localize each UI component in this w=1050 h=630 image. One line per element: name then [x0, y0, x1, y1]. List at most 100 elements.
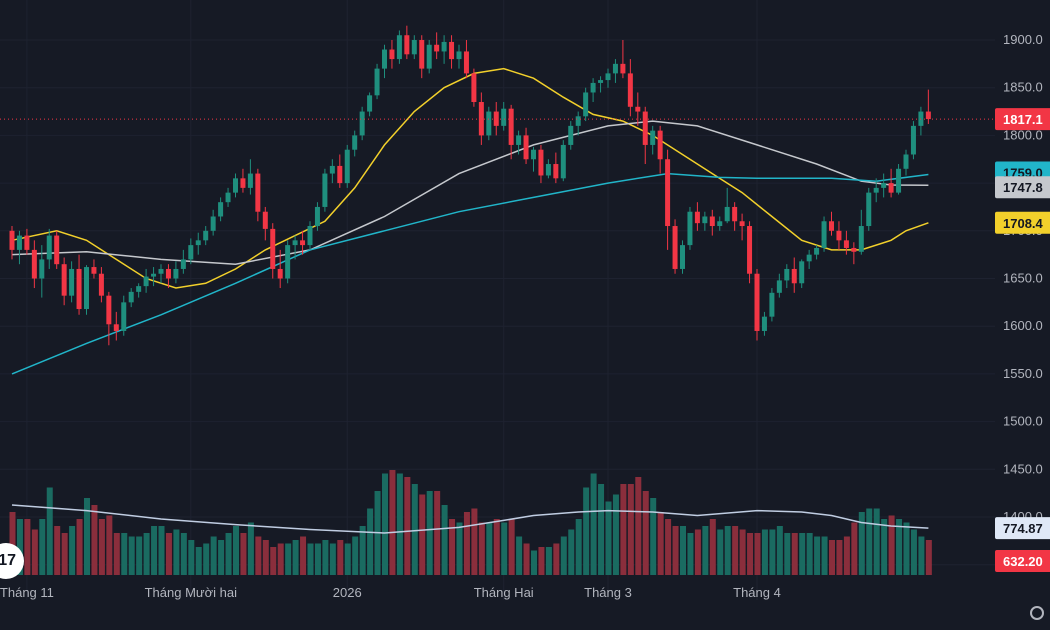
volume-bar — [493, 519, 500, 575]
volume-bar — [456, 522, 463, 575]
time-axis[interactable]: Tháng 11 Tháng Mười hai 2026 Tháng Hai Tháng… — [0, 585, 781, 600]
candle-body — [903, 154, 909, 169]
volume-bar — [620, 484, 627, 575]
ma-line-ma-slow — [11, 172, 929, 375]
candle-body — [337, 165, 343, 184]
volume-bar — [590, 473, 597, 575]
volume-bar — [240, 533, 247, 575]
candle-body — [829, 221, 834, 231]
candle-body — [553, 164, 559, 179]
candle-body — [233, 178, 238, 193]
volume-bar — [784, 533, 791, 575]
candle-body — [270, 228, 276, 269]
badge-last-price-label: 1817.1 — [1003, 112, 1043, 127]
volume-bar — [583, 487, 590, 575]
badge-ma-fast — [995, 211, 1050, 234]
volume-bar — [382, 473, 388, 575]
candle-body — [709, 216, 715, 227]
candle-body — [799, 261, 805, 284]
volume-bar — [918, 536, 925, 575]
time-tick-label: Tháng Hai — [474, 585, 534, 600]
candle-body — [128, 291, 134, 303]
volume-bar — [486, 522, 493, 575]
candle-body — [218, 202, 224, 217]
volume-bar — [650, 498, 657, 575]
volume-bar — [24, 519, 31, 575]
price-tick-label: 1600.0 — [1003, 318, 1043, 333]
gear-icon[interactable] — [1030, 606, 1044, 620]
badge-volume-ma-label: 774.87 — [1003, 521, 1043, 536]
candle-body — [210, 216, 216, 231]
price-tick-label: 1650.0 — [1003, 271, 1043, 286]
time-tick-label: Tháng 3 — [584, 585, 632, 600]
volume-bar — [747, 533, 754, 575]
candle-body — [106, 295, 112, 325]
badge-volume-ma — [995, 517, 1050, 540]
candle-body — [694, 211, 700, 224]
volume-bar — [702, 526, 709, 575]
candle-body — [531, 149, 536, 160]
grid — [0, 0, 995, 600]
volume-bar — [717, 529, 724, 575]
candle-body — [910, 125, 916, 155]
candle-body — [165, 268, 171, 279]
candle-body — [821, 221, 827, 248]
candle-body — [31, 249, 37, 279]
volume-bar — [173, 529, 180, 575]
volume-bar — [531, 550, 537, 575]
volume-bar — [106, 515, 113, 575]
volume-bar — [69, 526, 76, 575]
candle-body — [76, 268, 82, 310]
candle-body — [84, 267, 89, 310]
candle-body — [508, 108, 514, 145]
candle-body — [851, 247, 857, 252]
volume-bar — [76, 519, 83, 575]
candle-body — [46, 235, 52, 260]
volume-bar — [791, 533, 798, 575]
candle-body — [314, 206, 320, 227]
price-tick-label: 1800.0 — [1003, 127, 1043, 142]
volume-bar — [411, 484, 418, 575]
volume-bar — [627, 484, 634, 575]
candle-body — [776, 280, 782, 293]
candle-body — [359, 111, 365, 136]
volume-bar — [247, 522, 254, 575]
badge-volume-last — [995, 550, 1050, 572]
candle-body — [113, 324, 119, 331]
volume-bar — [225, 533, 232, 575]
candle-body — [91, 267, 97, 274]
candle-body — [151, 273, 157, 277]
candle-body — [54, 235, 60, 265]
candle-body — [925, 111, 931, 120]
price-tick-label: 1900.0 — [1003, 32, 1043, 47]
candle-body — [419, 40, 425, 69]
volume-bar — [300, 536, 307, 575]
volume-bar — [508, 519, 515, 575]
volume-bar — [389, 470, 396, 575]
candle-body — [605, 73, 611, 81]
candle-body — [680, 245, 685, 269]
volume-bar — [657, 512, 664, 575]
volume-bar — [672, 526, 679, 575]
volume-bar — [449, 519, 456, 575]
volume-bar — [754, 533, 761, 575]
time-tick-label: Tháng 4 — [733, 585, 781, 600]
volume-bar — [314, 543, 321, 575]
volume-bar — [91, 505, 98, 575]
candle-body — [471, 73, 477, 103]
candle-body — [404, 35, 410, 55]
candle-body — [98, 273, 104, 296]
volume-bar — [128, 536, 135, 575]
volume-bar — [680, 526, 686, 575]
volume-bar — [441, 505, 448, 575]
candle-body — [560, 144, 566, 179]
volume-bar — [329, 543, 336, 575]
volume-bar — [307, 543, 314, 575]
candle-body — [352, 135, 358, 150]
candle-body — [426, 44, 432, 69]
badge-last-price — [995, 108, 1050, 131]
candle-body — [881, 183, 887, 188]
volume-bar — [218, 540, 225, 575]
volume-bar — [151, 526, 158, 575]
